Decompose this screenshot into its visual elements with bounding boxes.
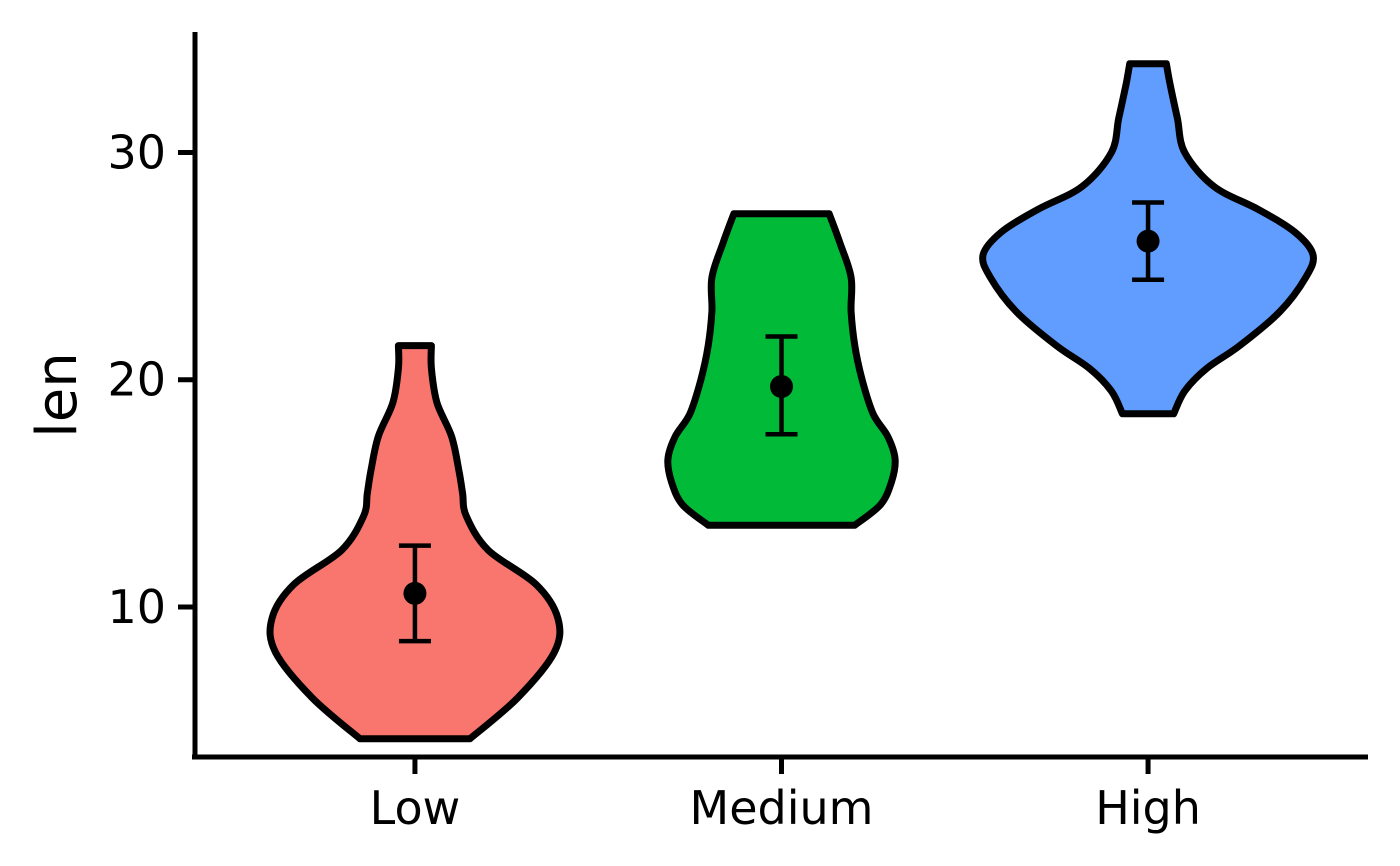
mean-point-high — [1136, 229, 1160, 253]
y-tick-label-10: 10 — [107, 580, 166, 634]
x-tick-label-high: High — [1095, 781, 1201, 835]
y-axis-title: len — [25, 352, 90, 438]
x-tick-label-low: Low — [370, 781, 461, 835]
x-ticks: Low Medium High — [370, 757, 1201, 835]
mean-point-medium — [770, 375, 793, 399]
error-bars — [398, 200, 1165, 644]
y-ticks: 10 20 30 — [107, 125, 195, 634]
x-tick-label-medium: Medium — [690, 781, 874, 835]
violins — [266, 60, 1317, 743]
y-tick-label-30: 30 — [107, 125, 166, 179]
violin-low — [266, 342, 564, 743]
mean-point-low — [403, 581, 427, 605]
y-tick-label-20: 20 — [107, 353, 166, 407]
